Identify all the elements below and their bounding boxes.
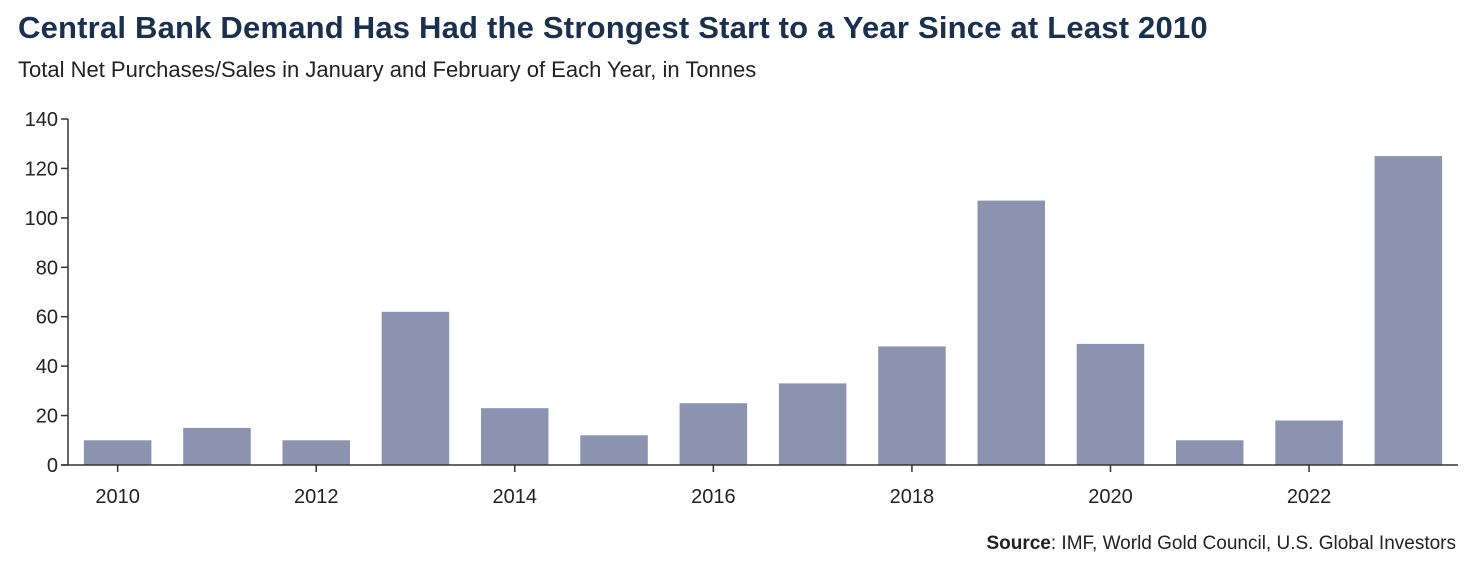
source-label: Source bbox=[986, 533, 1051, 554]
y-tick-label-0: 0 bbox=[47, 455, 58, 477]
y-tick-label-40: 40 bbox=[36, 356, 58, 378]
y-tick-label-140: 140 bbox=[25, 109, 58, 131]
bar-2020 bbox=[1076, 343, 1145, 465]
x-tick-label-2014: 2014 bbox=[493, 486, 538, 508]
x-tick-label-2010: 2010 bbox=[95, 486, 140, 508]
bar-2023 bbox=[1374, 156, 1443, 465]
x-tick-label-2012: 2012 bbox=[294, 486, 339, 508]
bar-2012 bbox=[282, 440, 350, 465]
source-text: : IMF, World Gold Council, U.S. Global I… bbox=[1050, 533, 1456, 554]
bar-2011 bbox=[183, 427, 251, 465]
y-tick-label-100: 100 bbox=[25, 208, 58, 230]
bar-2013 bbox=[381, 311, 450, 465]
bar-2021 bbox=[1176, 440, 1244, 465]
bar-2019 bbox=[977, 200, 1045, 465]
x-tick-label-2018: 2018 bbox=[890, 486, 935, 508]
bar-2015 bbox=[580, 435, 648, 465]
x-tick-label-2020: 2020 bbox=[1088, 486, 1133, 508]
y-tick-label-120: 120 bbox=[25, 158, 58, 180]
bar-2017 bbox=[778, 383, 847, 465]
bars-group bbox=[83, 156, 1443, 465]
chart-subtitle: Total Net Purchases/Sales in January and… bbox=[18, 57, 757, 82]
bar-2014 bbox=[481, 408, 549, 465]
source-note: Source: IMF, World Gold Council, U.S. Gl… bbox=[986, 533, 1456, 555]
bar-2016 bbox=[679, 403, 748, 465]
x-tick-label-2016: 2016 bbox=[691, 486, 736, 508]
x-axis: 2010 2012 2014 2016 2018 2020 2022 bbox=[61, 464, 1458, 508]
bar-2010 bbox=[83, 440, 152, 465]
bar-2018 bbox=[878, 346, 946, 465]
chart-title: Central Bank Demand Has Had the Stronges… bbox=[18, 10, 1208, 45]
x-tick-label-2022: 2022 bbox=[1287, 486, 1332, 508]
y-tick-label-80: 80 bbox=[36, 257, 58, 279]
y-tick-label-20: 20 bbox=[36, 406, 58, 428]
y-axis: 0 20 40 60 80 100 120 140 bbox=[25, 109, 69, 477]
bar-2022 bbox=[1275, 420, 1343, 465]
y-tick-label-60: 60 bbox=[36, 307, 58, 329]
